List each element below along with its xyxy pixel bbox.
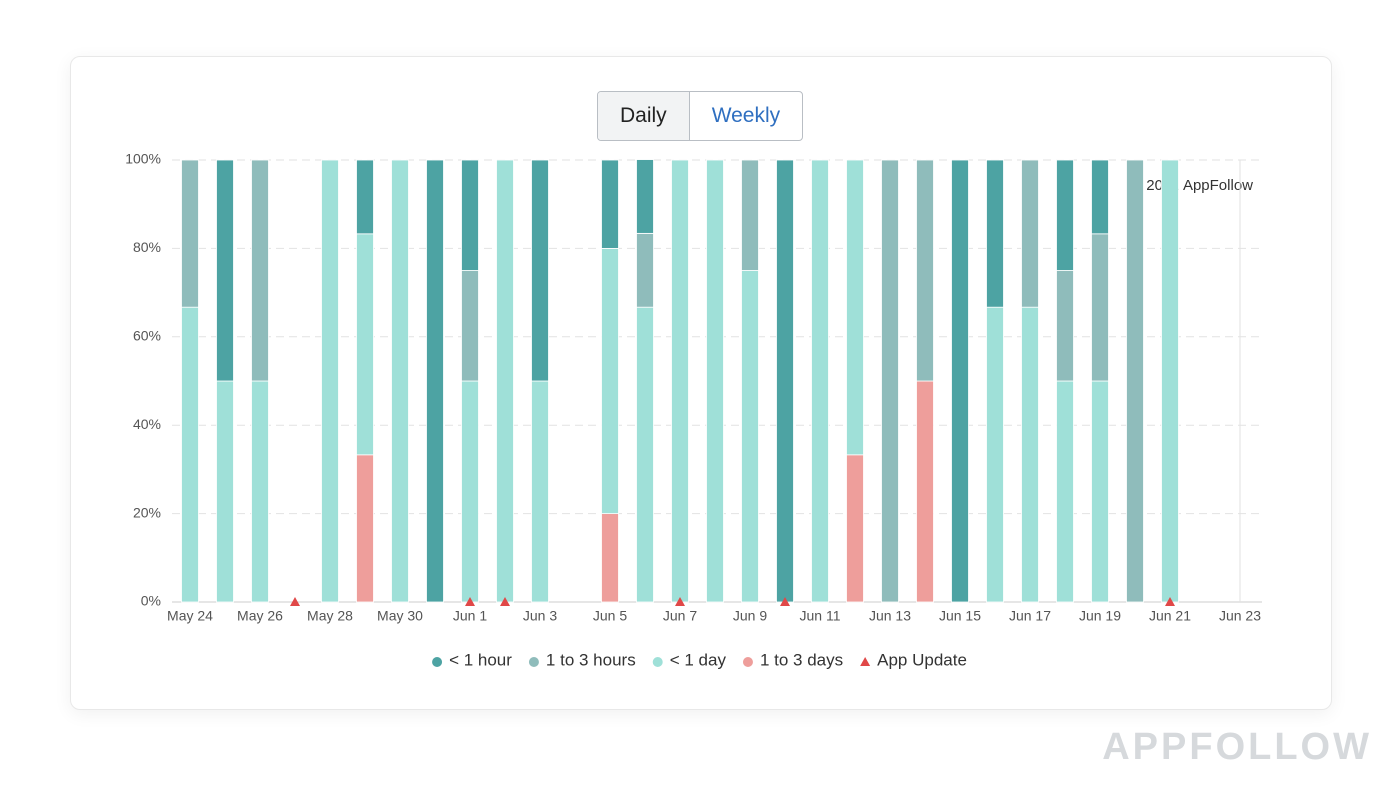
y-tick-label: 0% [141, 593, 161, 609]
legend-label: App Update [877, 650, 967, 669]
bar-segment [986, 306, 1004, 603]
bar-segment [531, 380, 549, 603]
bar-segment [181, 159, 199, 308]
bar-segment [636, 306, 654, 603]
chart-card [70, 56, 1332, 710]
bar-segment [671, 159, 689, 603]
bar-segment [1091, 380, 1109, 603]
x-tick-label: Jun 11 [800, 608, 841, 624]
watermark: APPFOLLOW [1102, 726, 1372, 768]
bar-segment [356, 159, 374, 235]
bar-segment [1091, 159, 1109, 235]
app-update-marker [465, 597, 475, 606]
legend-marker [742, 657, 753, 667]
bar-segment [531, 159, 549, 382]
bar-segment [951, 159, 969, 603]
x-tick-label: Jun 13 [869, 608, 911, 624]
bar-segment [1126, 159, 1144, 603]
legend-label: < 1 day [670, 650, 727, 669]
bar-segment [741, 159, 759, 271]
bar-segment [426, 159, 444, 603]
x-tick-label: Jun 15 [939, 608, 981, 624]
bar-segment [181, 306, 199, 603]
bar-segment [776, 159, 794, 603]
bar-segment [1161, 159, 1179, 603]
legend-marker [860, 657, 871, 666]
legend-marker [652, 657, 663, 667]
bar-segment [356, 233, 374, 456]
x-tick-label: Jun 21 [1149, 608, 1191, 624]
daily-button[interactable]: Daily [598, 92, 690, 140]
y-tick-label: 100% [125, 151, 161, 167]
x-tick-label: May 26 [237, 608, 283, 624]
legend-marker [432, 657, 443, 667]
x-tick-label: Jun 7 [663, 608, 697, 624]
x-tick-label: Jun 23 [1219, 608, 1261, 624]
x-tick-label: Jun 1 [453, 608, 487, 624]
bar-segment [251, 159, 269, 382]
app-update-marker [675, 597, 685, 606]
bar-segment [601, 247, 619, 515]
y-tick-label: 60% [133, 328, 161, 344]
legend-label: < 1 hour [449, 650, 512, 669]
x-tick-label: May 24 [167, 608, 213, 624]
bar-segment [461, 380, 479, 603]
bar-segment [1021, 306, 1039, 603]
app-update-marker [780, 597, 790, 606]
legend-label: 1 to 3 hours [546, 650, 636, 669]
bar-segment [741, 270, 759, 603]
bar-segment [216, 159, 234, 382]
bar-segment [916, 380, 934, 603]
bar-segment [1056, 380, 1074, 603]
bar-segment [706, 159, 724, 603]
app-update-marker [1165, 597, 1175, 606]
bar-segment [601, 513, 619, 603]
x-tick-label: Jun 3 [523, 608, 557, 624]
bar-segment [1091, 233, 1109, 382]
bar-segment [321, 159, 339, 603]
x-tick-label: May 28 [307, 608, 353, 624]
bar-segment [846, 454, 864, 603]
bar-segment [1056, 159, 1074, 271]
y-tick-label: 40% [133, 416, 161, 432]
bar-segment [846, 159, 864, 456]
bar-segment [881, 159, 899, 603]
bar-segment [1056, 270, 1074, 382]
bar-segment [356, 454, 374, 603]
bar-segment [601, 159, 619, 249]
bar-segment [1021, 159, 1039, 308]
view-toggle: Daily Weekly [597, 91, 804, 141]
x-tick-label: Jun 17 [1009, 608, 1051, 624]
x-tick-label: Jun 19 [1079, 608, 1121, 624]
y-tick-label: 20% [133, 504, 161, 520]
bar-segment [461, 159, 479, 271]
weekly-button[interactable]: Weekly [711, 104, 781, 127]
y-tick-label: 80% [133, 239, 161, 255]
bar-segment [811, 159, 829, 603]
bar-segment [636, 232, 654, 308]
legend-label: 1 to 3 days [760, 650, 843, 669]
bar-segment [251, 380, 269, 603]
copyright: © 2021 AppFollow [1131, 177, 1253, 194]
app-update-marker [290, 597, 300, 606]
bar-segment [461, 270, 479, 382]
bar-segment [636, 159, 654, 234]
bar-segment [496, 159, 514, 603]
app-update-marker [500, 597, 510, 606]
legend-marker [528, 657, 539, 667]
x-tick-label: Jun 5 [593, 608, 627, 624]
bar-segment [916, 159, 934, 382]
x-tick-label: Jun 9 [733, 608, 767, 624]
bar-segment [216, 380, 234, 603]
bar-segment [986, 159, 1004, 308]
bar-segment [391, 159, 409, 603]
x-tick-label: May 30 [377, 608, 423, 624]
